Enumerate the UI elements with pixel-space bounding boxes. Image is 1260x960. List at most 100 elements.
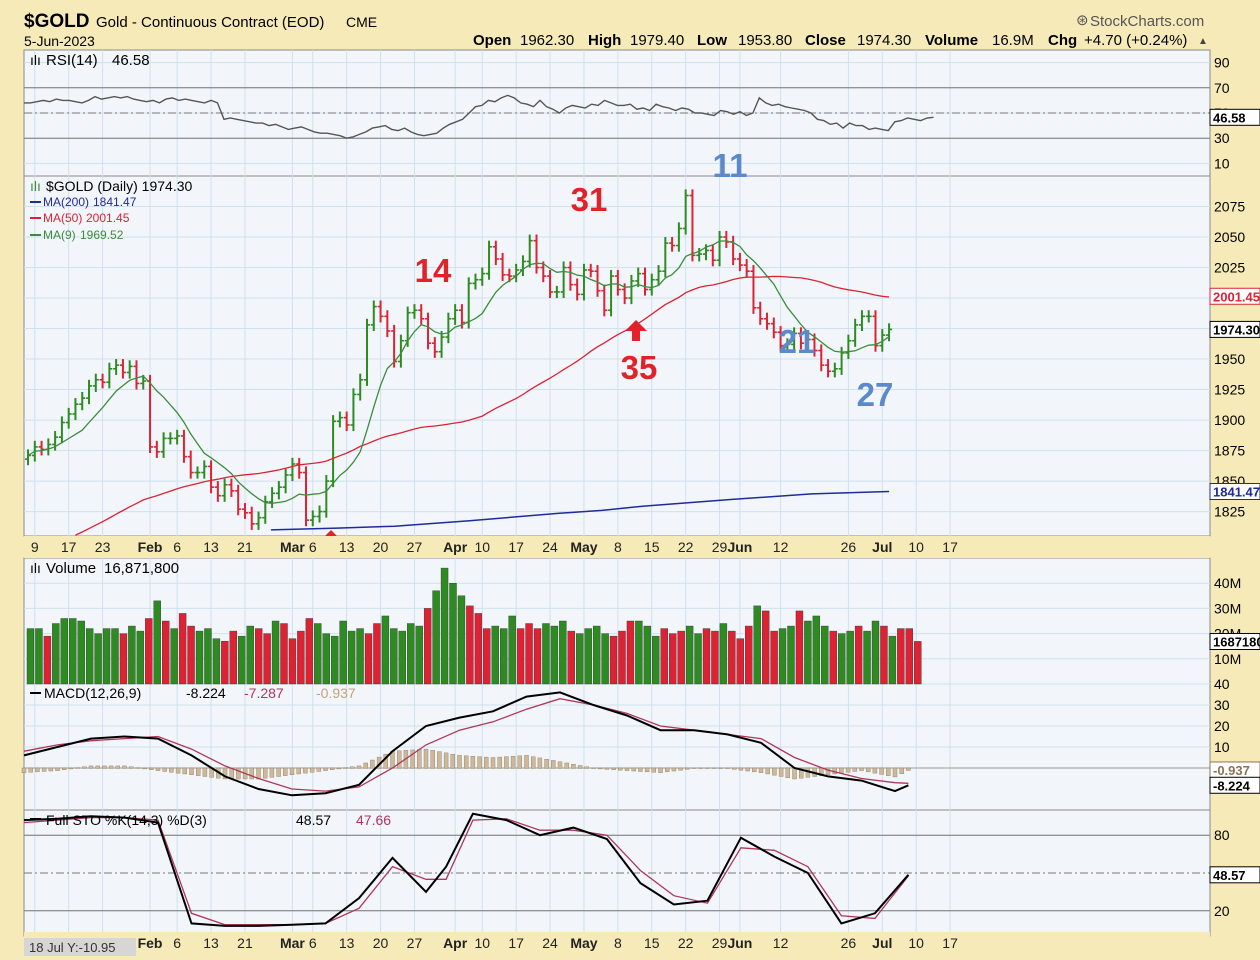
macd-histogram-bar: [772, 767, 777, 776]
macd-histogram-bar: [450, 753, 455, 769]
volume-bar: [559, 620, 567, 685]
stochastic-badge-box: [1209, 866, 1260, 884]
macd-histogram-bar: [765, 767, 770, 775]
price-bar: [316, 505, 323, 523]
x-tick-label: 6: [173, 935, 181, 951]
x-tick-label: May: [570, 539, 597, 555]
macd-histogram-bar: [249, 767, 255, 780]
price-bar: [425, 312, 432, 350]
macd-histogram-bar: [484, 756, 489, 769]
price-bar: [343, 411, 350, 432]
price-bar: [635, 267, 642, 288]
volume-badge: 16871800: [1209, 632, 1260, 650]
price-legend: ılı $GOLD (Daily) 1974.30 MA(200) 1841.4…: [30, 178, 193, 242]
volume-bar: [635, 620, 643, 685]
macd-histogram-bar: [651, 767, 656, 773]
macd-histogram-bar: [356, 765, 362, 769]
macd-histogram-bar: [537, 757, 543, 769]
volume-panel-label: Volume: [46, 560, 96, 577]
stochastic-label: Full STO %K(14,3) %D(3): [46, 812, 207, 828]
volume-bar: [43, 635, 52, 685]
macd-histogram-bar: [417, 749, 422, 769]
volume-bar: [533, 628, 542, 685]
rsi-badge-box: [1209, 108, 1260, 126]
x-tick-label: 21: [237, 539, 253, 555]
price-bar: [38, 440, 45, 456]
price-bar: [357, 373, 364, 401]
volume-bar: [761, 610, 770, 685]
x-tick-label: 6: [309, 539, 317, 555]
macd-histogram-bar: [430, 750, 435, 769]
macd-histogram-bar: [236, 767, 241, 780]
price-bar: [825, 359, 832, 378]
x-tick-label: Jul: [872, 935, 892, 951]
price-bar: [99, 373, 106, 389]
brand-label[interactable]: StockCharts.com: [1090, 13, 1204, 30]
macd-histogram-bar: [638, 767, 643, 772]
macd-histogram-bar: [135, 767, 141, 769]
macd-histogram-bar: [162, 767, 167, 772]
price-bar: [845, 334, 852, 360]
price-bar: [323, 474, 330, 518]
x-tick-label: 13: [203, 935, 219, 951]
cursor-readout: 18 Jul Y:-10.95: [29, 940, 116, 955]
macd-histogram-bar: [886, 767, 891, 776]
volume-bar: [390, 628, 398, 685]
macd-histogram-bar: [678, 767, 683, 771]
x-tick-label: 17: [508, 539, 524, 555]
macd-histogram-bar: [21, 767, 27, 773]
price-bar: [364, 318, 370, 386]
price-bar: [669, 237, 676, 252]
price-bar: [187, 450, 194, 479]
y-tick-label: 20: [1214, 903, 1230, 919]
macd-histogram-bar: [343, 767, 348, 769]
price-bar: [72, 398, 79, 421]
stochastic-d-line: [23, 816, 909, 926]
macd-histogram-bar: [470, 756, 476, 769]
x-tick-label: 8: [614, 539, 622, 555]
macd-histogram-bar: [263, 767, 268, 779]
macd-histogram-bar: [350, 766, 355, 769]
volume-bar: [407, 623, 415, 685]
macd-histogram-bar: [35, 767, 40, 773]
macd-histogram-bar: [269, 767, 275, 778]
volume-bar: [339, 620, 347, 685]
price-bar: [479, 267, 486, 286]
symbol-label: $GOLD: [24, 11, 89, 32]
volume-bar: [212, 638, 221, 685]
macd-histogram-bar: [222, 767, 228, 780]
macd-histogram-bar: [437, 751, 442, 769]
volume-bar: [584, 628, 592, 685]
macd-histogram-bar: [792, 767, 797, 780]
rsi-icon: ılı: [30, 52, 41, 68]
volume-badge-box: [1209, 632, 1260, 650]
x-tick-label: 10: [908, 935, 924, 951]
chart-date: 5-Jun-2023: [24, 33, 95, 49]
volume-bar: [677, 630, 685, 685]
collapse-arrow-icon[interactable]: ▲: [1198, 36, 1208, 47]
volume-bar: [288, 638, 297, 685]
x-tick-label: Feb: [138, 539, 163, 555]
date-axis-strip: [24, 536, 1210, 558]
price-bar: [533, 234, 540, 274]
price-bar: [445, 312, 452, 344]
price-bar: [587, 263, 594, 278]
macd-histogram-bar: [175, 767, 181, 774]
macd-histogram-bar: [128, 766, 134, 769]
macd-histogram-bar: [618, 767, 623, 771]
ma200-legend-name: MA(200): [43, 195, 89, 209]
volume-bar: [170, 628, 178, 685]
price-bar: [194, 466, 201, 479]
price-bar: [221, 478, 228, 502]
macd-histogram-bar: [309, 767, 315, 773]
y-tick-label: 30: [1214, 697, 1230, 713]
volume-bar: [804, 620, 812, 685]
y-tick-label: 90: [1214, 55, 1230, 71]
x-tick-label: May: [570, 935, 597, 951]
macd-histogram-bar: [316, 767, 321, 772]
macd-histogram-bar: [738, 767, 744, 771]
price-bar: [547, 269, 554, 299]
price-bar: [879, 329, 886, 352]
price-badge-text: 1974.30: [1213, 322, 1260, 337]
volume-bar: [728, 630, 736, 685]
